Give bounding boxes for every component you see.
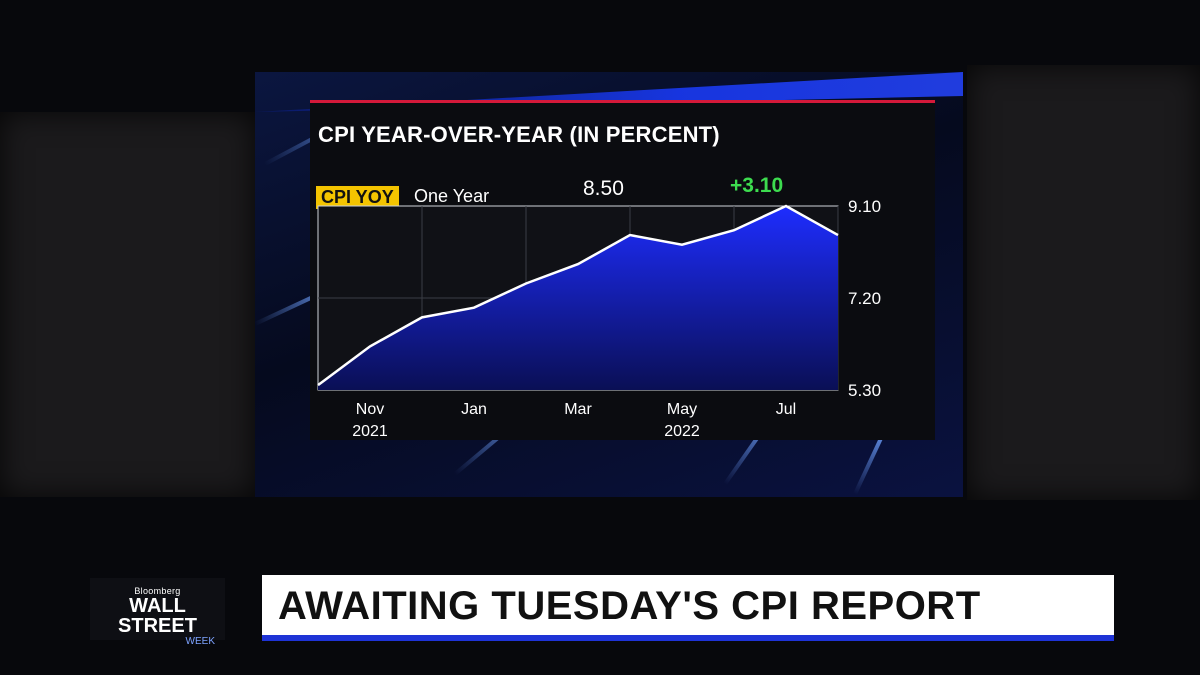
chart-panel: CPI YEAR-OVER-YEAR (IN PERCENT) CPI YOY … [310, 100, 935, 440]
show-logo: Bloomberg WALL STREET WEEK [90, 578, 225, 647]
title-rule [310, 100, 935, 103]
start-value: 8.50 [583, 177, 624, 200]
headline-text: AWAITING TUESDAY'S CPI REPORT [278, 584, 981, 628]
brand-big: WALL STREET [118, 595, 197, 637]
chart-title: CPI YEAR-OVER-YEAR (IN PERCENT) [318, 122, 720, 147]
y-tick-label: 5.30 [848, 381, 881, 400]
brand-sub: WEEK [185, 636, 215, 647]
x-tick-label: Jul [776, 401, 796, 418]
y-tick-label: 9.10 [848, 197, 881, 216]
x-tick-year-label: 2021 [352, 423, 388, 440]
x-tick-label: May [667, 401, 697, 418]
brand-small: Bloomberg [134, 586, 181, 596]
x-tick-label: Jan [461, 401, 487, 418]
lower-third: Bloomberg WALL STREET WEEK AWAITING TUES… [0, 570, 1200, 647]
y-tick-label: 7.20 [848, 289, 881, 308]
x-tick-label: Nov [356, 401, 384, 418]
x-tick-label: Mar [564, 401, 592, 418]
series-area [318, 206, 838, 390]
bookshelf-right [967, 65, 1200, 500]
change-value: +3.10 [730, 174, 784, 197]
headline-bar: AWAITING TUESDAY'S CPI REPORT [262, 575, 1114, 641]
legend-label: One Year [414, 186, 490, 206]
series-line [317, 204, 839, 387]
bookshelf-left [0, 112, 255, 497]
legend-tag: CPI YOY [316, 186, 399, 209]
x-tick-year-label: 2022 [664, 423, 700, 440]
cpi-chart: 9.10 7.20 5.30 Nov 2021 Jan Mar May 2022 Jul [317, 197, 881, 440]
